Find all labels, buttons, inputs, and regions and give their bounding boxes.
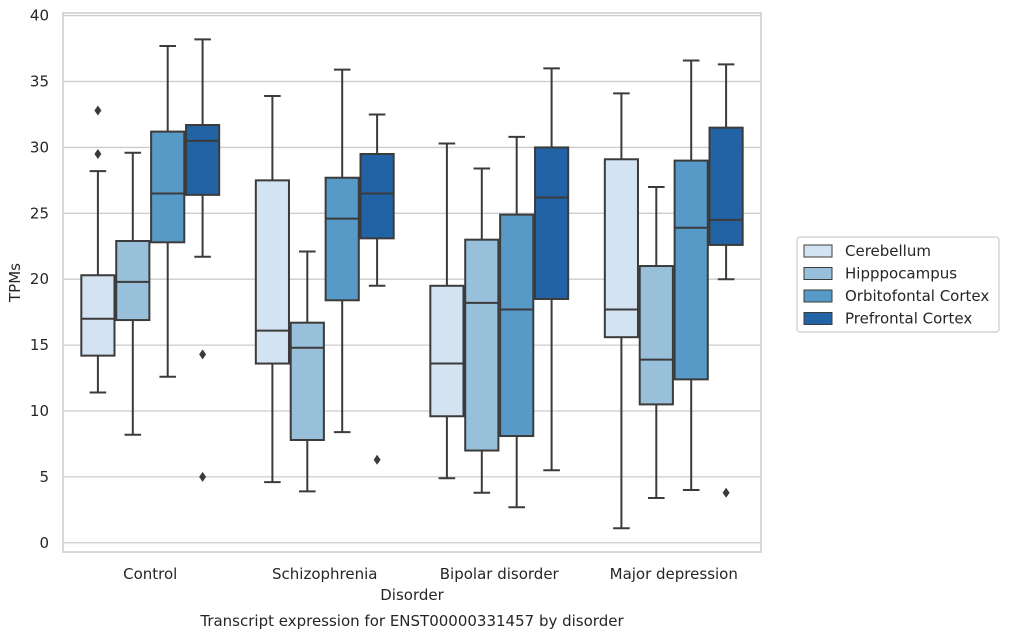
legend-swatch bbox=[803, 244, 833, 258]
y-tick-label: 35 bbox=[30, 73, 49, 91]
box-3-2 bbox=[534, 67, 570, 472]
legend-item: Hipppocampus bbox=[803, 265, 957, 283]
outlier-point bbox=[722, 487, 730, 498]
box-2-0 bbox=[150, 44, 186, 378]
x-axis-label: Disorder bbox=[380, 586, 444, 604]
outlier-point bbox=[199, 349, 207, 360]
box-1-3 bbox=[638, 185, 674, 499]
box-body bbox=[499, 213, 535, 438]
box-body bbox=[708, 126, 744, 246]
legend-swatch bbox=[803, 312, 833, 325]
legend-label: Hipppocampus bbox=[845, 265, 957, 283]
box-1-2 bbox=[464, 167, 500, 494]
box-3-0 bbox=[185, 38, 221, 482]
box-0-3 bbox=[603, 92, 639, 530]
outlier-point bbox=[373, 454, 381, 465]
chart-title: Transcript expression for ENST0000033145… bbox=[199, 612, 624, 630]
box-body bbox=[464, 238, 500, 452]
box-body bbox=[603, 158, 639, 339]
box-3-1 bbox=[359, 113, 395, 465]
box-body bbox=[638, 265, 674, 406]
legend-label: Prefrontal Cortex bbox=[845, 310, 972, 328]
legend-swatch bbox=[803, 289, 833, 303]
box-0-2 bbox=[429, 142, 465, 480]
box-plot-area bbox=[80, 38, 744, 530]
box-body bbox=[289, 321, 325, 441]
legend-item: Orbitofontal Cortex bbox=[803, 287, 989, 305]
y-tick-label: 15 bbox=[30, 336, 49, 354]
legend-item: Prefrontal Cortex bbox=[803, 310, 972, 328]
x-axis-ticks: Control Schizophrenia Bipolar disorder Majo… bbox=[123, 565, 738, 583]
box-0-1 bbox=[254, 95, 290, 484]
legend-swatch bbox=[803, 267, 833, 280]
box-2-2 bbox=[499, 135, 535, 509]
outlier-point bbox=[94, 105, 102, 116]
y-tick-label: 20 bbox=[30, 270, 49, 288]
legend: Cerebellum Hipppocampus Orbitofontal Corte… bbox=[796, 236, 1000, 333]
y-tick-label: 30 bbox=[30, 138, 49, 156]
y-tick-label: 25 bbox=[30, 204, 49, 222]
legend-frame bbox=[796, 236, 1000, 333]
box-body bbox=[115, 239, 151, 322]
plot-frame bbox=[62, 12, 762, 553]
box-body bbox=[359, 153, 395, 240]
box-body bbox=[429, 284, 465, 418]
box-2-3 bbox=[673, 59, 709, 492]
box-body bbox=[534, 146, 570, 300]
x-tick-label: Major depression bbox=[610, 565, 738, 583]
x-tick-label: Control bbox=[123, 565, 177, 583]
legend-label: Orbitofontal Cortex bbox=[845, 287, 989, 305]
box-1-0 bbox=[115, 151, 151, 436]
outlier-point bbox=[94, 149, 102, 160]
y-axis-ticks: 0 5 10 15 20 25 30 35 40 bbox=[30, 7, 49, 552]
y-axis-label: TPMs bbox=[6, 263, 24, 303]
y-tick-label: 5 bbox=[39, 468, 49, 486]
y-tick-label: 40 bbox=[30, 7, 49, 25]
box-body bbox=[150, 130, 186, 244]
box-body bbox=[254, 179, 290, 365]
legend-label: Cerebellum bbox=[845, 242, 931, 260]
box-2-1 bbox=[324, 68, 360, 434]
box-body bbox=[324, 176, 360, 302]
x-tick-label: Bipolar disorder bbox=[440, 565, 560, 583]
legend-item: Cerebellum bbox=[803, 242, 931, 260]
box-body bbox=[673, 159, 709, 381]
box-0-0 bbox=[80, 105, 116, 394]
box-body bbox=[80, 274, 116, 357]
box-body bbox=[185, 124, 221, 196]
box-3-3 bbox=[708, 63, 744, 498]
y-tick-label: 10 bbox=[30, 402, 49, 420]
box-1-1 bbox=[289, 250, 325, 493]
x-tick-label: Schizophrenia bbox=[272, 565, 377, 583]
outlier-point bbox=[199, 471, 207, 482]
y-tick-label: 0 bbox=[39, 534, 49, 552]
